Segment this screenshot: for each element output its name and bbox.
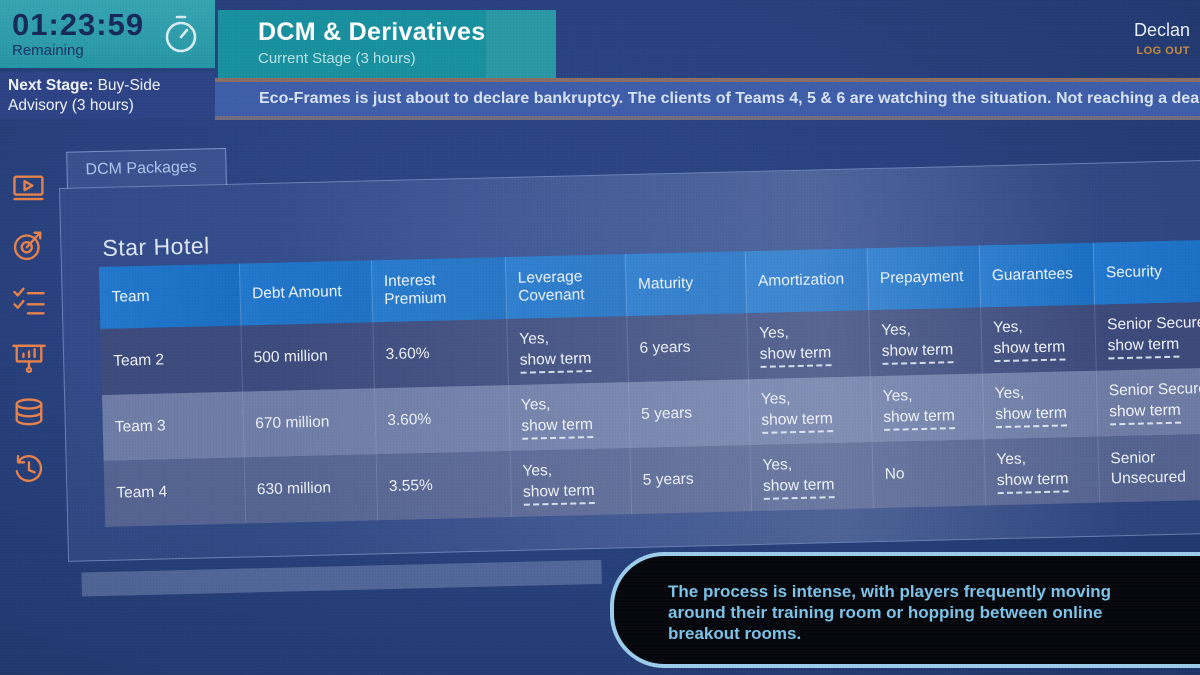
cell-debt-amount: 630 million (243, 454, 378, 524)
cell-leverage-covenant: Yes, show term (509, 448, 632, 518)
cell-text: Yes, (762, 456, 793, 475)
cell-leverage-covenant: Yes, show term (506, 316, 628, 386)
cell-guarantees: Yes, show term (983, 436, 1099, 506)
cell-security: Senior Secured, show term (1094, 301, 1200, 371)
timer-remaining-value: 01:23:59 (12, 6, 145, 42)
cell-guarantees: Yes, show term (981, 370, 1098, 440)
cell-team: Team 2 (100, 325, 243, 395)
cell-security: Senior Unsecured (1097, 433, 1200, 503)
timer-box: 01:23:59 Remaining (0, 0, 215, 68)
column-header-leverage-covenant: Leverage Covenant (504, 254, 627, 320)
checklist-icon (13, 287, 45, 315)
sidebar-item-tasks[interactable] (10, 282, 50, 322)
cell-maturity: 6 years (626, 313, 748, 383)
show-term-link[interactable]: show term (1107, 334, 1180, 360)
cell-team: Team 4 (103, 457, 246, 527)
cell-team: Team 3 (102, 391, 244, 461)
cell-amortization: Yes, show term (747, 376, 872, 446)
database-icon (15, 398, 43, 426)
tab-dcm-packages[interactable]: DCM Packages (66, 147, 227, 189)
cell-text: Yes, (522, 462, 553, 481)
cell-prepayment: No (871, 439, 986, 509)
target-icon (13, 231, 42, 261)
column-header-prepayment: Prepayment (866, 245, 981, 311)
column-header-team: Team (98, 263, 241, 330)
panel-title: Star Hotel (102, 232, 211, 261)
cell-text: Yes, (992, 318, 1023, 337)
show-term-link[interactable]: show term (996, 468, 1069, 494)
stage-subtitle: Current Stage (3 hours) (258, 50, 416, 67)
next-stage-text: Buy-Side Advisory (3 hours) (8, 77, 161, 114)
caption-bubble: The process is intense, with players fre… (610, 552, 1200, 668)
show-term-link[interactable]: show term (993, 336, 1066, 362)
news-ticker: Eco-Frames is just about to declare bank… (215, 78, 1200, 120)
sidebar-item-history[interactable] (10, 450, 50, 490)
column-header-interest-premium: Interest Premium (370, 257, 507, 323)
cell-interest-premium: 3.55% (375, 451, 512, 521)
current-stage-banner: DCM & Derivatives Current Stage (3 hours… (218, 10, 556, 78)
caption-text: The process is intense, with players fre… (668, 582, 1112, 644)
sidebar-item-data[interactable] (10, 394, 50, 434)
cell-text: Yes, (760, 390, 791, 409)
cell-amortization: Yes, show term (746, 310, 870, 380)
cell-debt-amount: 670 million (242, 388, 376, 458)
show-term-link[interactable]: show term (522, 480, 595, 506)
next-stage-banner: Next Stage: Buy-Side Advisory (3 hours) (0, 72, 215, 119)
cell-text: Senior Secured, (1108, 380, 1200, 400)
column-header-debt-amount: Debt Amount (238, 260, 373, 326)
cell-text: Yes, (520, 396, 551, 415)
history-icon (15, 454, 43, 482)
user-area: Declan LOG OUT (1134, 20, 1190, 59)
column-header-guarantees: Guarantees (978, 242, 1095, 308)
show-term-link[interactable]: show term (995, 402, 1068, 428)
column-header-maturity: Maturity (624, 251, 747, 317)
cell-maturity: 5 years (627, 379, 750, 449)
cell-debt-amount: 500 million (240, 322, 374, 392)
cell-interest-premium: 3.60% (373, 385, 510, 455)
show-term-link[interactable]: show term (761, 408, 834, 434)
table-body: Team 2 500 million 3.60% Yes, show term 6 yea… (100, 301, 1200, 527)
cell-text: Yes, (519, 330, 550, 349)
video-presentation-icon (13, 175, 44, 201)
show-term-link[interactable]: show term (1109, 400, 1182, 426)
presentation-chart-icon (12, 344, 46, 374)
cell-guarantees: Yes, show term (980, 304, 1096, 374)
dcm-packages-panel: DCM Packages Star Hotel Team Debt Amount I… (58, 117, 1200, 618)
cell-maturity: 5 years (629, 445, 752, 515)
show-term-link[interactable]: show term (762, 474, 835, 500)
show-term-link[interactable]: show term (521, 414, 594, 440)
user-name: Declan (1133, 20, 1190, 40)
cell-text: Yes, (881, 321, 912, 340)
stage-title: DCM & Derivatives (258, 18, 486, 46)
cell-leverage-covenant: Yes, show term (507, 382, 630, 452)
sidebar-item-objectives[interactable] (10, 226, 50, 266)
column-header-amortization: Amortization (744, 248, 869, 314)
news-ticker-text: Eco-Frames is just about to declare bank… (259, 90, 1200, 107)
show-term-link[interactable]: show term (881, 339, 954, 365)
timer-remaining-label: Remaining (12, 42, 84, 60)
logout-button[interactable]: LOG OUT (1136, 45, 1190, 57)
cell-text: Senior Secured, (1106, 314, 1200, 334)
cell-security: Senior Secured, show term (1095, 367, 1200, 437)
show-term-link[interactable]: show term (883, 405, 956, 431)
cell-text: Yes, (882, 387, 913, 406)
cell-text: Yes, (759, 324, 790, 343)
column-header-security: Security (1092, 239, 1200, 305)
stopwatch-icon (165, 15, 197, 53)
sidebar-item-presentation[interactable] (10, 338, 50, 378)
cell-prepayment: Yes, show term (869, 373, 984, 443)
dcm-packages-table: Team Debt Amount Interest Premium Leverage … (98, 239, 1200, 527)
cell-amortization: Yes, show term (749, 442, 874, 512)
sidebar (10, 170, 56, 506)
cell-text: Yes, (994, 384, 1025, 403)
panel-reflection (81, 559, 602, 597)
sidebar-item-video[interactable] (10, 170, 50, 210)
cell-interest-premium: 3.60% (372, 319, 508, 389)
show-term-link[interactable]: show term (519, 348, 592, 374)
cell-text: Yes, (996, 450, 1027, 469)
cell-prepayment: Yes, show term (868, 307, 982, 377)
next-stage-label: Next Stage: (8, 77, 94, 94)
show-term-link[interactable]: show term (759, 342, 832, 368)
